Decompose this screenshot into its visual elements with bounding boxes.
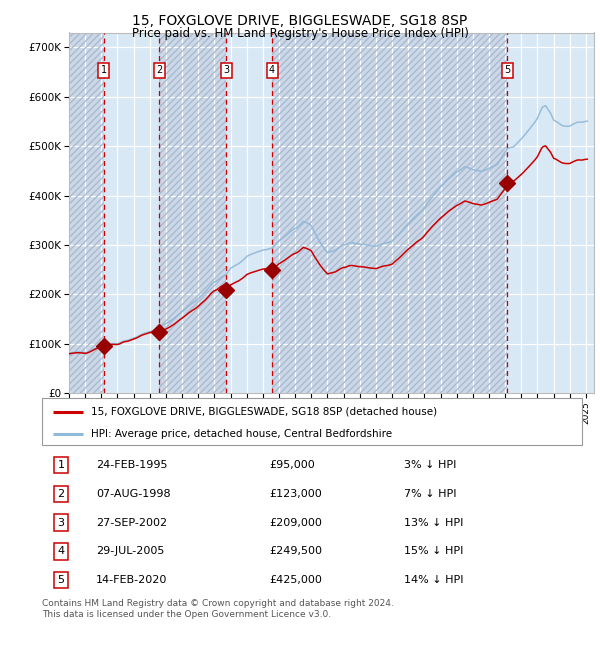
Bar — [160, 32, 226, 393]
Text: 5: 5 — [504, 66, 510, 75]
Bar — [69, 32, 104, 393]
Text: £209,000: £209,000 — [269, 517, 322, 528]
Bar — [69, 32, 104, 393]
Text: £95,000: £95,000 — [269, 460, 314, 470]
Text: 3% ↓ HPI: 3% ↓ HPI — [404, 460, 456, 470]
Text: 29-JUL-2005: 29-JUL-2005 — [96, 547, 164, 556]
Text: 14% ↓ HPI: 14% ↓ HPI — [404, 575, 463, 585]
Text: Contains HM Land Registry data © Crown copyright and database right 2024.
This d: Contains HM Land Registry data © Crown c… — [42, 599, 394, 619]
Text: 14-FEB-2020: 14-FEB-2020 — [96, 575, 167, 585]
Bar — [272, 32, 507, 393]
Text: 07-AUG-1998: 07-AUG-1998 — [96, 489, 170, 499]
Text: £123,000: £123,000 — [269, 489, 322, 499]
Text: £249,500: £249,500 — [269, 547, 322, 556]
Text: 24-FEB-1995: 24-FEB-1995 — [96, 460, 167, 470]
Text: 27-SEP-2002: 27-SEP-2002 — [96, 517, 167, 528]
Text: 2: 2 — [58, 489, 64, 499]
Text: 3: 3 — [58, 517, 64, 528]
Text: 4: 4 — [269, 66, 275, 75]
Bar — [160, 32, 226, 393]
Text: 7% ↓ HPI: 7% ↓ HPI — [404, 489, 457, 499]
Text: 5: 5 — [58, 575, 64, 585]
Bar — [104, 32, 160, 393]
Bar — [507, 32, 594, 393]
Text: 1: 1 — [58, 460, 64, 470]
Text: HPI: Average price, detached house, Central Bedfordshire: HPI: Average price, detached house, Cent… — [91, 429, 392, 439]
Bar — [272, 32, 507, 393]
Text: £425,000: £425,000 — [269, 575, 322, 585]
Text: Price paid vs. HM Land Registry's House Price Index (HPI): Price paid vs. HM Land Registry's House … — [131, 27, 469, 40]
Text: 15, FOXGLOVE DRIVE, BIGGLESWADE, SG18 8SP (detached house): 15, FOXGLOVE DRIVE, BIGGLESWADE, SG18 8S… — [91, 406, 437, 417]
Bar — [226, 32, 272, 393]
Text: 4: 4 — [58, 547, 64, 556]
Text: 2: 2 — [157, 66, 163, 75]
Text: 1: 1 — [101, 66, 107, 75]
Text: 13% ↓ HPI: 13% ↓ HPI — [404, 517, 463, 528]
Text: 15, FOXGLOVE DRIVE, BIGGLESWADE, SG18 8SP: 15, FOXGLOVE DRIVE, BIGGLESWADE, SG18 8S… — [133, 14, 467, 29]
Text: 15% ↓ HPI: 15% ↓ HPI — [404, 547, 463, 556]
Text: 3: 3 — [223, 66, 229, 75]
